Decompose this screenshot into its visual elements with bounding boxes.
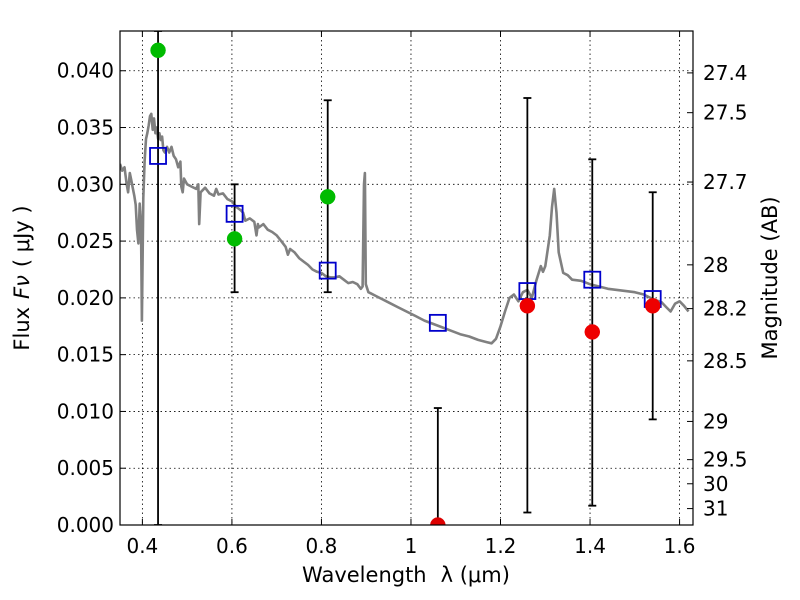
mag-tick-label: 27.4	[703, 61, 748, 85]
x-tick-label: 0.6	[216, 534, 248, 558]
x-axis-label-symbol: λ (μm)	[441, 563, 510, 587]
x-tick-label: 1.2	[485, 534, 517, 558]
y-tick-label: 0.020	[57, 286, 114, 310]
mag-tick-label: 29	[703, 409, 728, 433]
model-flux-square	[318, 261, 337, 280]
y-tick-label: 0.025	[57, 229, 114, 253]
mag-tick-label: 28.2	[703, 297, 748, 321]
y-tick-label: 0.030	[57, 172, 114, 196]
model-spectrum-line	[120, 112, 690, 345]
observed-flux-point	[584, 324, 601, 340]
y2-axis-label: Magnitude (AB)	[758, 196, 782, 359]
y-tick-label: 0.000	[57, 513, 114, 537]
mag-tick-label: 27.7	[703, 170, 748, 194]
mag-tick-label: 29.5	[703, 448, 748, 472]
model-flux-square	[149, 147, 167, 165]
observed-flux-point	[519, 298, 536, 314]
y-tick-label: 0.010	[57, 399, 114, 423]
y-tick-label: 0.015	[57, 343, 114, 367]
x-axis-label-text: Wavelength	[302, 563, 427, 587]
model-flux-square	[428, 313, 447, 332]
model-spectrum	[120, 112, 690, 345]
y-axis-label-unit: ( μJy )	[10, 205, 34, 267]
x-axis-label: Wavelength λ (μm)	[302, 563, 510, 587]
x-tick-label: 0.4	[126, 534, 158, 558]
mag-tick-label: 28	[703, 253, 728, 277]
observed-flux-point	[644, 298, 661, 314]
axis-ticks: 0.4 0.6 0.8 1 1.2 1.4 1.6 0.000 0.005 0.010 0.015 0…	[57, 31, 748, 558]
observed-flux-point	[430, 517, 446, 525]
y-tick-label: 0.035	[57, 116, 114, 140]
plot-frame	[119, 30, 694, 526]
y-axis-label-text: Flux	[10, 307, 34, 351]
x-tick-label: 1.6	[664, 534, 696, 558]
x-tick-label: 1	[405, 534, 418, 558]
observed-flux-point	[150, 42, 166, 59]
observed-flux-point	[319, 189, 336, 205]
mag-tick-label: 28.5	[703, 349, 748, 373]
x-tick-label: 0.8	[306, 534, 338, 558]
y-tick-label: 0.005	[57, 456, 114, 480]
observed-flux-point	[226, 231, 243, 247]
mag-tick-label: 31	[703, 497, 728, 521]
y-tick-label: 0.040	[57, 59, 114, 83]
x-tick-label: 1.4	[574, 534, 606, 558]
model-flux-square	[583, 270, 602, 289]
model-flux-square	[225, 204, 244, 223]
mag-tick-label: 27.5	[703, 101, 748, 125]
model-photometry	[149, 147, 662, 332]
observed-photometry	[150, 42, 661, 525]
y-axis-label-symbol: Fν	[10, 275, 34, 299]
mag-tick-label: 30	[703, 472, 728, 496]
y-axis-label: Flux Fν ( μJy )	[10, 205, 34, 350]
